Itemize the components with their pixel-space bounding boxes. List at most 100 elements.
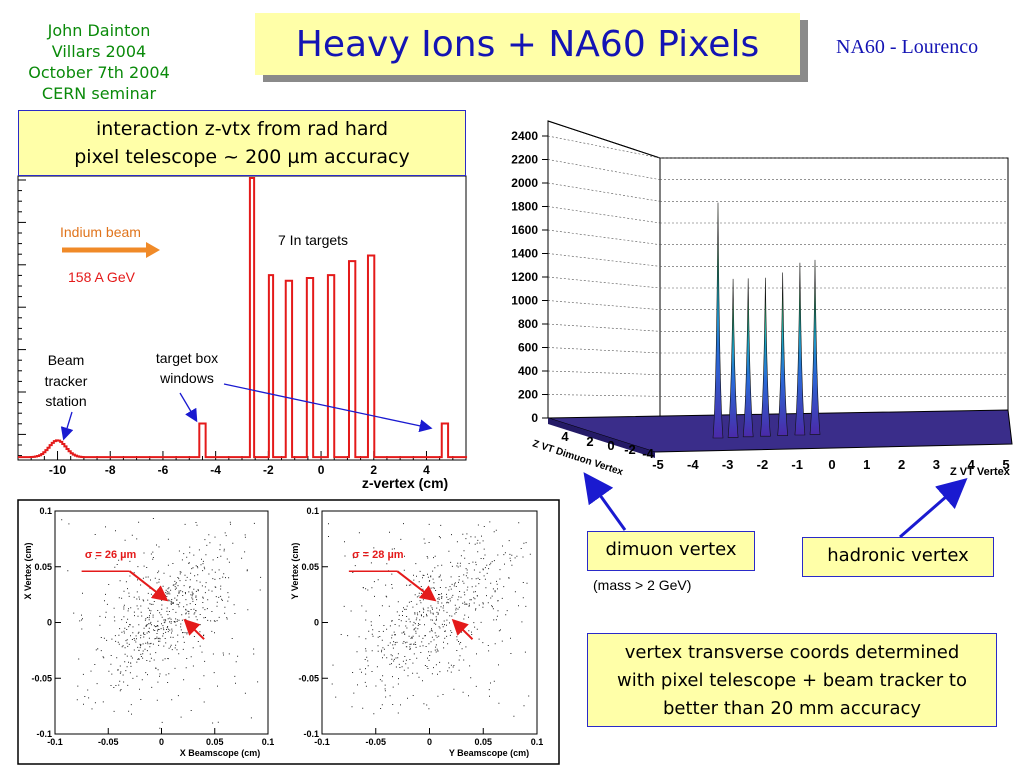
surface-grid-left xyxy=(547,347,661,354)
scatter-x-tick-label: -0.05 xyxy=(98,737,119,747)
scatter-y-tick-label: 0.1 xyxy=(39,506,52,516)
credit-date: October 7th 2004 xyxy=(28,63,170,82)
scatter-x-tick-label: -0.1 xyxy=(47,737,63,747)
surface-z-tick-label: 1800 xyxy=(511,200,538,214)
scatter-y-tick-label: 0 xyxy=(314,618,319,628)
surface-x-tick-label: -1 xyxy=(791,457,803,472)
surface-grid-left xyxy=(547,276,661,289)
histogram-x-tick-label: 0 xyxy=(318,463,325,477)
scatter-x-tick-label: 0.05 xyxy=(206,737,224,747)
surface-grid-left xyxy=(547,135,661,159)
surface-grid-left xyxy=(547,206,661,224)
surface-z-tick-label: 1200 xyxy=(511,270,538,284)
surface-y-tick-label: 0 xyxy=(607,438,614,453)
box-arrow-left xyxy=(179,392,198,423)
surface-grid-left xyxy=(547,300,661,310)
slide-author: NA60 - Lourenco xyxy=(836,36,979,58)
scatter-y-tick-label: -0.1 xyxy=(36,729,52,739)
scatter-arrow-upper xyxy=(128,570,169,602)
box-label-line1: target box xyxy=(156,350,218,366)
scatter-x-tick-label: 0 xyxy=(159,737,164,747)
histogram-x-tick-label: 2 xyxy=(370,463,377,477)
histogram-x-tick-label: -4 xyxy=(210,463,221,477)
surface-grid-left xyxy=(547,323,661,332)
credit-author: John Dainton xyxy=(47,21,151,40)
dimuon-callout: dimuon vertex xyxy=(587,531,755,571)
scatter-y-label: X Vertex (cm) xyxy=(23,542,33,599)
histogram-x-tick-label: -6 xyxy=(158,463,169,477)
transverse-line3: better than 20 mm accuracy xyxy=(662,698,922,719)
scatter-arrow-upper xyxy=(396,570,437,602)
surface-z-tick-label: 200 xyxy=(518,388,538,402)
surface-peak xyxy=(742,278,754,438)
scatter-frame xyxy=(54,510,269,735)
scatter-x-tick-label: -0.1 xyxy=(314,737,330,747)
surface-x-tick-label: 4 xyxy=(968,457,976,472)
surface-z-tick-label: 2400 xyxy=(511,129,538,143)
scatter-arrow-lower xyxy=(183,618,205,640)
surface-grid-left xyxy=(547,229,661,245)
beam-label: Indium beam xyxy=(60,224,141,240)
surface-z-tick-label: 600 xyxy=(518,341,538,355)
scatter-x-tick-label: 0.1 xyxy=(262,737,275,747)
beam-arrow-head xyxy=(146,242,160,258)
transverse-callout: vertex transverse coords determined with… xyxy=(587,633,997,727)
scatter-x-label: Y Beamscope (cm) xyxy=(449,748,529,758)
surface-z-tick-label: 2000 xyxy=(511,176,538,190)
surface-x-tick-label: -2 xyxy=(757,457,769,472)
surface-peak xyxy=(809,259,821,435)
scatter-sigma-label: σ = 28 µm xyxy=(352,549,404,561)
zvtx-callout-line2: pixel telescope ~ 200 µm accuracy xyxy=(74,146,410,168)
surface-x-tick-label: -4 xyxy=(687,457,699,472)
surface-peak xyxy=(760,277,771,437)
surface-peak xyxy=(712,202,724,439)
scatter-x-tick-label: -0.05 xyxy=(365,737,386,747)
surface-x-tick-label: 1 xyxy=(863,457,870,472)
scatter-y-label: Y Vertex (cm) xyxy=(290,543,300,600)
scatter-y-tick-label: -0.05 xyxy=(31,673,52,683)
histogram-x-tick-label: -8 xyxy=(105,463,116,477)
transverse-line2: with pixel telescope + beam tracker to xyxy=(617,670,967,691)
tracker-label-line3: station xyxy=(45,393,86,409)
tracker-arrow xyxy=(60,411,74,441)
surface-peak xyxy=(794,262,806,436)
credit-seminar: CERN seminar xyxy=(41,84,157,103)
surface-x-label: Z VT Vertex xyxy=(950,466,1011,478)
credit-block: John Dainton Villars 2004 October 7th 20… xyxy=(4,20,194,104)
transverse-line1: vertex transverse coords determined xyxy=(624,642,960,663)
hadronic-callout: hadronic vertex xyxy=(802,537,994,577)
scatter-y-tick-label: 0.05 xyxy=(301,562,319,572)
surface-x-tick-label: 0 xyxy=(828,457,835,472)
tracker-label-line1: Beam xyxy=(48,352,85,368)
surface-z-tick-label: 2200 xyxy=(511,153,538,167)
histogram-x-label: z-vertex (cm) xyxy=(362,475,448,491)
box-arrow-right xyxy=(223,383,433,433)
histogram-x-tick-label: -10 xyxy=(49,463,67,477)
scatter-x-tick-label: 0.1 xyxy=(531,737,544,747)
surface-z-tick-label: 800 xyxy=(518,317,538,331)
surface-grid-left xyxy=(547,370,661,375)
surface-y-tick-label: -4 xyxy=(642,446,654,461)
targets-label: 7 In targets xyxy=(278,232,348,248)
scatter-x-tick-label: 0 xyxy=(427,737,432,747)
scatter-y-tick-label: 0.05 xyxy=(34,562,52,572)
scatter-sigma-label: σ = 26 µm xyxy=(85,549,137,561)
zvtx-callout-line1: interaction z-vtx from rad hard xyxy=(95,118,389,140)
scatter-frame xyxy=(321,510,538,735)
surface-z-tick-label: 1000 xyxy=(511,294,538,308)
surface-grid-left xyxy=(547,394,661,397)
slide-title: Heavy Ions + NA60 Pixels xyxy=(255,13,800,75)
surface-y-tick-label: 2 xyxy=(586,434,593,449)
scatter-y-tick-label: -0.05 xyxy=(298,673,319,683)
scatter-arrow-lower xyxy=(451,618,474,640)
surface-z-tick-label: 1600 xyxy=(511,223,538,237)
surface-x-tick-label: -5 xyxy=(652,457,664,472)
scatter-x-tick-label: 0.05 xyxy=(474,737,492,747)
histogram-x-tick-label: -2 xyxy=(263,463,274,477)
surface-z-tick-label: 1400 xyxy=(511,247,538,261)
surface-y-tick-label: 4 xyxy=(561,429,569,444)
scatter-y-tick-label: 0 xyxy=(47,618,52,628)
